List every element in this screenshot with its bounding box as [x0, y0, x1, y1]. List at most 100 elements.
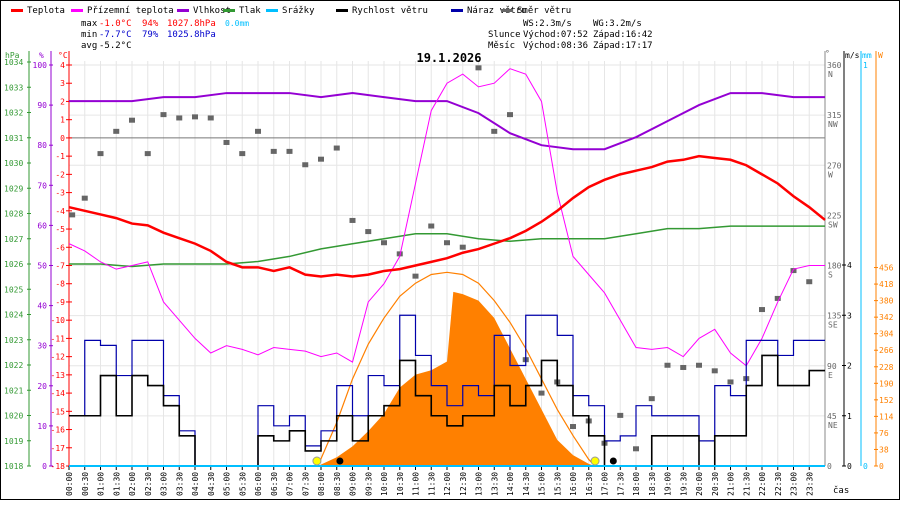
moon-label: Měsíc	[488, 41, 515, 51]
x-tick-label: 01:30	[112, 472, 121, 496]
solar-tick-label: 266	[879, 346, 894, 355]
x-tick-label: 11:00	[412, 472, 421, 496]
x-tick-label: 04:30	[207, 472, 216, 496]
humidity-tick-label: 40	[37, 302, 47, 311]
x-tick-label: 05:00	[223, 472, 232, 496]
temperature-tick-label: -8	[55, 280, 65, 289]
x-tick-label: 06:00	[254, 472, 263, 496]
direction-tick-label: 315	[827, 111, 842, 120]
wind-direction-point	[144, 151, 151, 157]
legend-item-4[interactable]: Srážky	[266, 6, 315, 16]
direction-tick-label: 135	[827, 312, 842, 321]
legend-item-1[interactable]: Přízemní teplota	[71, 6, 174, 16]
x-tick-label: 22:30	[774, 472, 783, 496]
pressure-line	[69, 225, 825, 268]
moon-rise: Východ:08:36	[523, 41, 588, 51]
solar-tick-label: 0	[879, 462, 884, 471]
x-tick-label: 03:00	[160, 472, 169, 496]
legend-item-5[interactable]: Rychlost větru	[336, 6, 428, 16]
theoretical-radiation-line	[317, 271, 596, 467]
stats-max-temp: -1.0°C	[99, 19, 132, 29]
solar-tick-label: 76	[879, 429, 889, 438]
legend-item-3[interactable]: Tlak	[223, 6, 261, 16]
x-tick-label: 09:00	[349, 472, 358, 496]
legend-swatch	[266, 9, 278, 12]
sun-set: Západ:16:42	[593, 30, 653, 40]
wind-direction-point	[759, 307, 765, 313]
wind-direction-point	[333, 145, 340, 151]
wind-direction-point	[727, 379, 734, 385]
legend-label: Náraz větru	[467, 6, 527, 16]
stats-min-hum: 79%	[142, 30, 159, 40]
x-tick-label: 14:00	[506, 472, 515, 496]
pressure-tick-label: 1030	[4, 159, 23, 168]
x-tick-label: 07:00	[286, 472, 295, 496]
legend-swatch	[71, 9, 83, 12]
stats-min-label: min	[81, 30, 97, 40]
humidity-tick-label: 80	[37, 141, 47, 150]
x-tick-label: 19:00	[664, 472, 673, 496]
solar-tick-label: 380	[879, 297, 894, 306]
sun-label: Slunce	[488, 30, 521, 40]
ground-temperature-line	[68, 68, 825, 367]
wind-tick-label: 0	[847, 462, 852, 471]
sunset-marker	[590, 456, 600, 466]
legend-label: Teplota	[27, 6, 65, 16]
humidity-tick-label: 100	[33, 61, 48, 70]
wind-direction-point	[633, 446, 639, 452]
x-tick-label: 16:30	[585, 472, 594, 496]
legend-item-0[interactable]: Teplota	[11, 6, 65, 16]
x-tick-label: 17:30	[616, 472, 625, 496]
legend-item-7[interactable]: Směr větru	[501, 6, 571, 16]
wind-direction-point	[648, 396, 655, 402]
humidity-tick-label: 0	[42, 462, 47, 471]
solar-unit: W	[878, 51, 883, 60]
temperature-tick-label: -2	[55, 170, 65, 179]
wind-direction-point	[255, 128, 261, 134]
pressure-tick-label: 1019	[4, 437, 23, 446]
solar-tick-label: 38	[879, 445, 889, 454]
temperature-tick-label: 1	[60, 116, 65, 125]
direction-tick-label: 45	[827, 412, 837, 421]
direction-tick-label: 270	[827, 161, 842, 170]
humidity-tick-label: 70	[37, 181, 47, 190]
wind-direction-point	[270, 148, 277, 154]
x-tick-label: 05:30	[238, 472, 247, 496]
legend-swatch	[336, 9, 348, 12]
x-tick-label: 22:00	[758, 472, 767, 496]
wind-direction-point	[664, 362, 671, 368]
x-tick-label: 20:00	[695, 472, 704, 496]
wind-direction-point	[365, 229, 372, 235]
x-tick-label: 02:00	[128, 472, 137, 496]
pressure-tick-label: 1026	[4, 260, 23, 269]
wind-direction-point	[696, 362, 702, 368]
direction-tick-label: 225	[827, 211, 842, 220]
wind-tick-label: 1	[847, 412, 852, 421]
wind-direction-point	[570, 424, 576, 430]
x-tick-label: 02:30	[144, 472, 153, 496]
x-tick-label: 12:30	[459, 472, 468, 496]
wind-direction-point	[69, 212, 76, 218]
moonrise-marker	[336, 457, 344, 465]
direction-tick-name: E	[828, 371, 833, 380]
temperature-tick-label: -11	[51, 334, 66, 343]
solar-tick-label: 228	[879, 363, 894, 372]
x-tick-label: 14:30	[522, 472, 531, 496]
pressure-tick-label: 1021	[4, 386, 23, 395]
legend-swatch	[223, 9, 235, 12]
humidity-tick-label: 50	[37, 262, 47, 271]
legend-item-2[interactable]: Vlhkost	[177, 6, 231, 16]
temperature-tick-label: -17	[51, 444, 66, 453]
wind-direction-point	[428, 223, 435, 229]
wind-direction-point	[207, 115, 214, 121]
legend-item-6[interactable]: Náraz větru	[451, 6, 527, 16]
temperature-tick-label: -15	[51, 407, 66, 416]
direction-tick-name: SW	[828, 220, 838, 229]
wind-direction-point	[192, 114, 198, 120]
wind-direction-point	[223, 139, 230, 145]
wind-direction-point	[81, 195, 88, 201]
wind-tick-label: 2	[847, 362, 852, 371]
moonset-marker	[609, 457, 617, 465]
temperature-tick-label: -7	[55, 262, 65, 271]
pressure-tick-label: 1023	[4, 336, 23, 345]
